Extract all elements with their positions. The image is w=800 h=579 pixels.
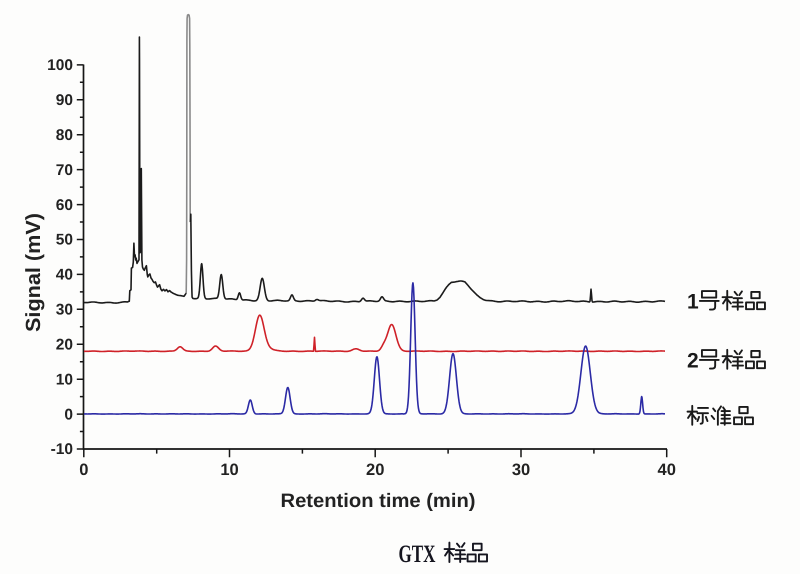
svg-text:0: 0 [79,461,88,479]
svg-text:10: 10 [220,461,238,479]
svg-text:50: 50 [56,232,73,249]
svg-text:-10: -10 [51,441,73,458]
svg-text:Retention time (min): Retention time (min) [281,490,476,512]
svg-text:10: 10 [56,371,73,388]
svg-text:90: 90 [56,92,73,109]
svg-text:40: 40 [56,267,73,284]
svg-text:60: 60 [56,197,73,214]
svg-text:0: 0 [64,406,73,423]
svg-text:Signal (mV): Signal (mV) [22,213,45,332]
svg-text:30: 30 [512,461,530,479]
svg-text:20: 20 [56,336,73,353]
svg-text:70: 70 [56,162,73,179]
svg-text:GTX: GTX [399,541,436,568]
svg-text:2: 2 [687,350,699,373]
svg-text:30: 30 [56,302,73,319]
svg-text:80: 80 [56,127,73,144]
svg-text:40: 40 [658,461,676,479]
svg-text:100: 100 [47,57,73,74]
svg-text:1: 1 [687,291,699,314]
svg-text:20: 20 [366,461,384,479]
